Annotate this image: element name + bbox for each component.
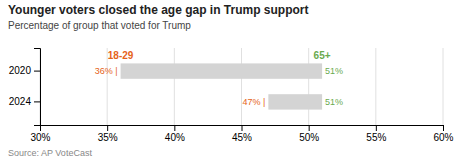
bar xyxy=(268,94,322,109)
start-label: 36% | xyxy=(95,66,118,76)
grid-line xyxy=(241,48,242,125)
subtitle: Percentage of group that voted for Trump xyxy=(8,20,191,31)
x-tick: 55% xyxy=(366,125,386,143)
x-tick-label: 60% xyxy=(433,132,453,143)
y-tick: 2024 xyxy=(9,96,40,107)
x-tick-label: 30% xyxy=(30,132,50,143)
chart: Younger voters closed the age gap in Tru… xyxy=(0,0,459,160)
title: Younger voters closed the age gap in Tru… xyxy=(8,3,309,17)
y-tick: 2020 xyxy=(9,65,40,76)
y-tick-label: 2020 xyxy=(9,65,32,76)
y-tick-mark xyxy=(34,71,40,72)
grid-line xyxy=(308,48,309,125)
x-axis: 30% 35% 40% 45% 50% 55% 60% xyxy=(30,125,453,143)
x-tick-label: 55% xyxy=(366,132,386,143)
x-tick: 45% xyxy=(232,125,252,143)
annotations: 18-29 65+ xyxy=(108,50,331,61)
x-tick-label: 40% xyxy=(165,132,185,143)
y-axis-line xyxy=(34,49,41,126)
start-label: 47% | xyxy=(243,97,266,107)
x-tick-label: 35% xyxy=(98,132,118,143)
plot: 30% 35% 40% 45% 50% 55% 60% 2020 2024 36% | 47% | 5… xyxy=(9,48,454,143)
x-tick-label: 45% xyxy=(232,132,252,143)
x-tick-mark xyxy=(443,125,444,131)
grid-line xyxy=(375,48,376,125)
grid-line xyxy=(443,48,444,125)
x-tick-mark xyxy=(376,125,377,131)
x-tick-label: 50% xyxy=(299,132,319,143)
grid xyxy=(40,48,443,125)
x-tick: 30% xyxy=(30,125,50,143)
bars xyxy=(121,63,323,109)
source: Source: AP VoteCast xyxy=(8,148,92,158)
x-tick: 60% xyxy=(433,125,453,143)
x-tick: 40% xyxy=(165,125,185,143)
y-axis: 2020 2024 xyxy=(9,49,41,126)
y-tick-label: 2024 xyxy=(9,96,32,107)
x-tick-mark xyxy=(242,125,243,131)
end-label: 51% xyxy=(325,97,343,107)
x-tick-mark xyxy=(174,125,175,131)
grid-line xyxy=(174,48,175,125)
group-label: 65+ xyxy=(314,50,331,61)
x-tick: 35% xyxy=(98,125,118,143)
data-labels: 36% | 47% | 51% 51% xyxy=(95,66,343,107)
x-tick-mark xyxy=(107,125,108,131)
bar xyxy=(121,63,323,78)
x-tick-mark xyxy=(309,125,310,131)
y-tick-mark xyxy=(34,101,40,102)
x-axis-line xyxy=(41,126,444,132)
group-label: 18-29 xyxy=(108,50,134,61)
x-tick: 50% xyxy=(299,125,319,143)
end-label: 51% xyxy=(325,66,343,76)
